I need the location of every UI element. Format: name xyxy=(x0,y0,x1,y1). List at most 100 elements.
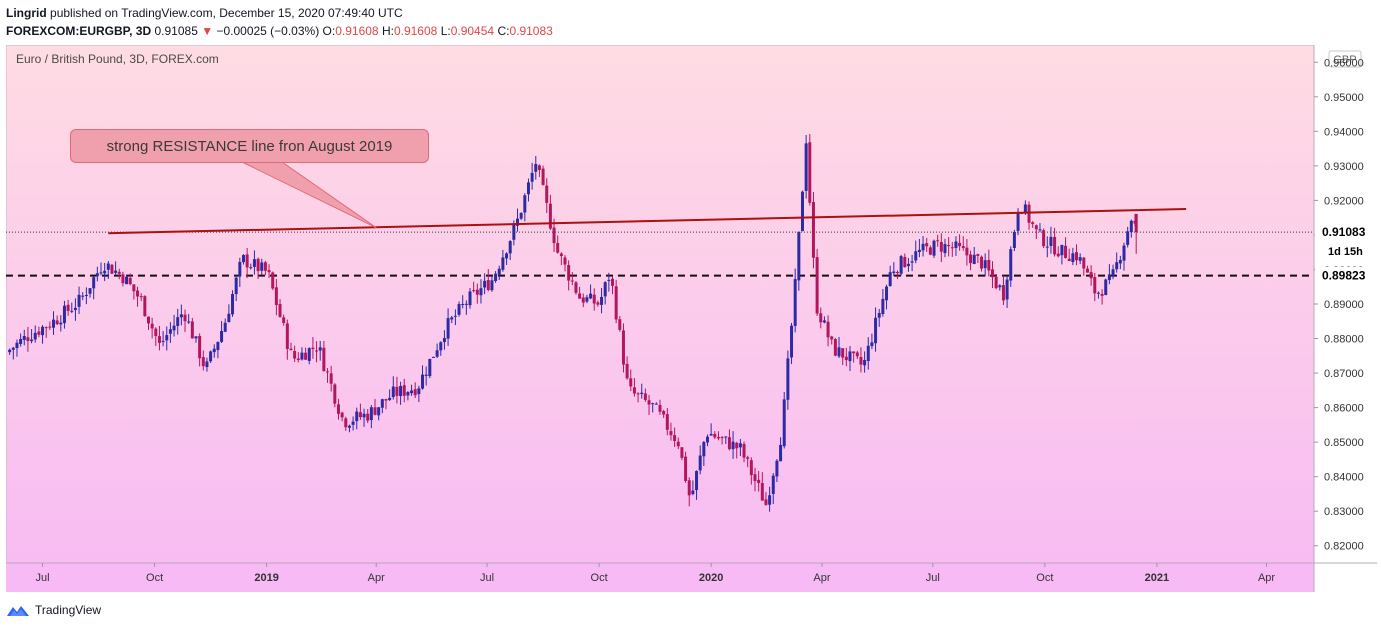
candle-body xyxy=(1034,225,1038,230)
candle-body xyxy=(373,407,377,415)
author-name[interactable]: Lingrid xyxy=(6,6,47,20)
candle-body xyxy=(943,244,947,254)
candle-body xyxy=(30,339,34,342)
candle-body xyxy=(837,347,841,357)
price-level-badge xyxy=(1315,266,1377,285)
candle-body xyxy=(139,296,143,298)
candle-body xyxy=(1085,268,1089,273)
y-tick-label: 0.88000 xyxy=(1324,334,1364,346)
candle-body xyxy=(830,336,834,340)
candle-body xyxy=(1049,236,1053,246)
candle-body xyxy=(596,302,600,305)
candle-body xyxy=(980,256,984,269)
time-axis-panel[interactable] xyxy=(6,563,1314,592)
candle-body xyxy=(998,285,1002,288)
candle-body xyxy=(304,352,308,360)
price-axis-panel[interactable] xyxy=(1314,45,1377,592)
candle-body xyxy=(497,268,501,275)
candle-body xyxy=(800,191,804,232)
tradingview-brand[interactable]: TradingView xyxy=(35,603,102,617)
candle-body xyxy=(695,471,699,491)
candle-body xyxy=(388,397,392,401)
candle-body xyxy=(1012,231,1016,249)
currency-badge[interactable] xyxy=(1328,50,1362,68)
candle-body xyxy=(738,443,742,448)
candle-body xyxy=(106,263,110,270)
candle-body xyxy=(570,280,574,282)
candle-body xyxy=(1005,279,1009,300)
x-tick-label: Oct xyxy=(146,572,163,584)
candle-body xyxy=(37,331,41,335)
candle-body xyxy=(866,345,870,362)
candle-body xyxy=(713,433,717,438)
plot-background xyxy=(6,45,1377,592)
candle-body xyxy=(11,347,15,350)
candle-body xyxy=(841,348,845,358)
candle-body xyxy=(720,437,724,439)
y-tick-label: 0.83000 xyxy=(1324,506,1364,518)
candle-body xyxy=(8,349,12,353)
candle-body xyxy=(983,260,987,269)
publish-info: published on TradingView.com, December 1… xyxy=(50,6,403,20)
candle-body xyxy=(819,313,823,323)
chart-frame[interactable]: GBP 0.96000 0.95000 0.94000 0.93000 0.92000 0… xyxy=(6,45,1377,592)
candle-body xyxy=(19,338,23,344)
symbol-label: FOREXCOM:EURGBP, 3D xyxy=(6,24,152,38)
candle-body xyxy=(435,350,439,357)
candle-body xyxy=(48,326,52,328)
candle-body xyxy=(329,373,333,384)
tradingview-logo-icon[interactable] xyxy=(6,603,30,617)
y-tick-label: 0.82000 xyxy=(1324,541,1364,553)
candle-body xyxy=(81,295,85,297)
x-tick-label: Oct xyxy=(1036,572,1053,584)
candle-body xyxy=(914,251,918,261)
candle-body xyxy=(88,288,92,294)
candle-body xyxy=(844,356,848,361)
x-tick-label: Apr xyxy=(813,572,830,584)
candle-body xyxy=(1096,292,1100,294)
candle-body xyxy=(22,336,26,340)
candle-body xyxy=(976,254,980,256)
y-tick-label: 0.94000 xyxy=(1324,126,1364,138)
candle-body xyxy=(344,418,348,428)
candle-body xyxy=(651,403,655,405)
candle-body xyxy=(782,399,786,447)
price-chart[interactable]: GBP 0.96000 0.95000 0.94000 0.93000 0.92000 0… xyxy=(6,45,1377,592)
candle-body xyxy=(183,314,187,322)
candle-body xyxy=(154,328,158,337)
resistance-annotation[interactable]: strong RESISTANCE line fron August 2019 xyxy=(70,129,429,163)
candle-body xyxy=(249,267,253,269)
candle-body xyxy=(413,389,417,396)
candle-body xyxy=(486,280,490,291)
candle-body xyxy=(874,317,878,344)
last-price-value: 0.91085 xyxy=(154,24,198,38)
y-tick-label: 0.85000 xyxy=(1324,437,1364,449)
candle-body xyxy=(198,335,202,359)
x-axis-ticks: Jul Oct 2019 Apr Jul Oct 2020 Apr Jul Oct 2021 Apr xyxy=(36,563,1275,584)
high-label: H: xyxy=(381,24,394,38)
candle-body xyxy=(512,224,516,240)
candle-body xyxy=(355,411,359,422)
candle-body xyxy=(771,475,775,494)
candle-body xyxy=(852,351,856,354)
candle-body xyxy=(636,393,640,395)
candle-body xyxy=(779,444,783,462)
candle-body xyxy=(994,276,998,289)
candle-body xyxy=(877,313,881,318)
candle-body xyxy=(468,291,472,306)
candle-body xyxy=(625,363,629,379)
candle-body xyxy=(201,357,205,367)
candle-body xyxy=(282,317,286,324)
candle-body xyxy=(665,414,669,430)
candle-body xyxy=(33,332,37,340)
candle-body xyxy=(377,407,381,416)
candle-body xyxy=(99,272,103,274)
candle-body xyxy=(954,241,958,248)
candle-body xyxy=(168,329,172,334)
y-tick-label: 0.86000 xyxy=(1324,403,1364,415)
candle-body xyxy=(519,212,523,219)
candle-body xyxy=(684,456,688,481)
candle-body xyxy=(1100,294,1104,296)
candle-body xyxy=(150,323,154,329)
candle-body xyxy=(245,254,249,268)
